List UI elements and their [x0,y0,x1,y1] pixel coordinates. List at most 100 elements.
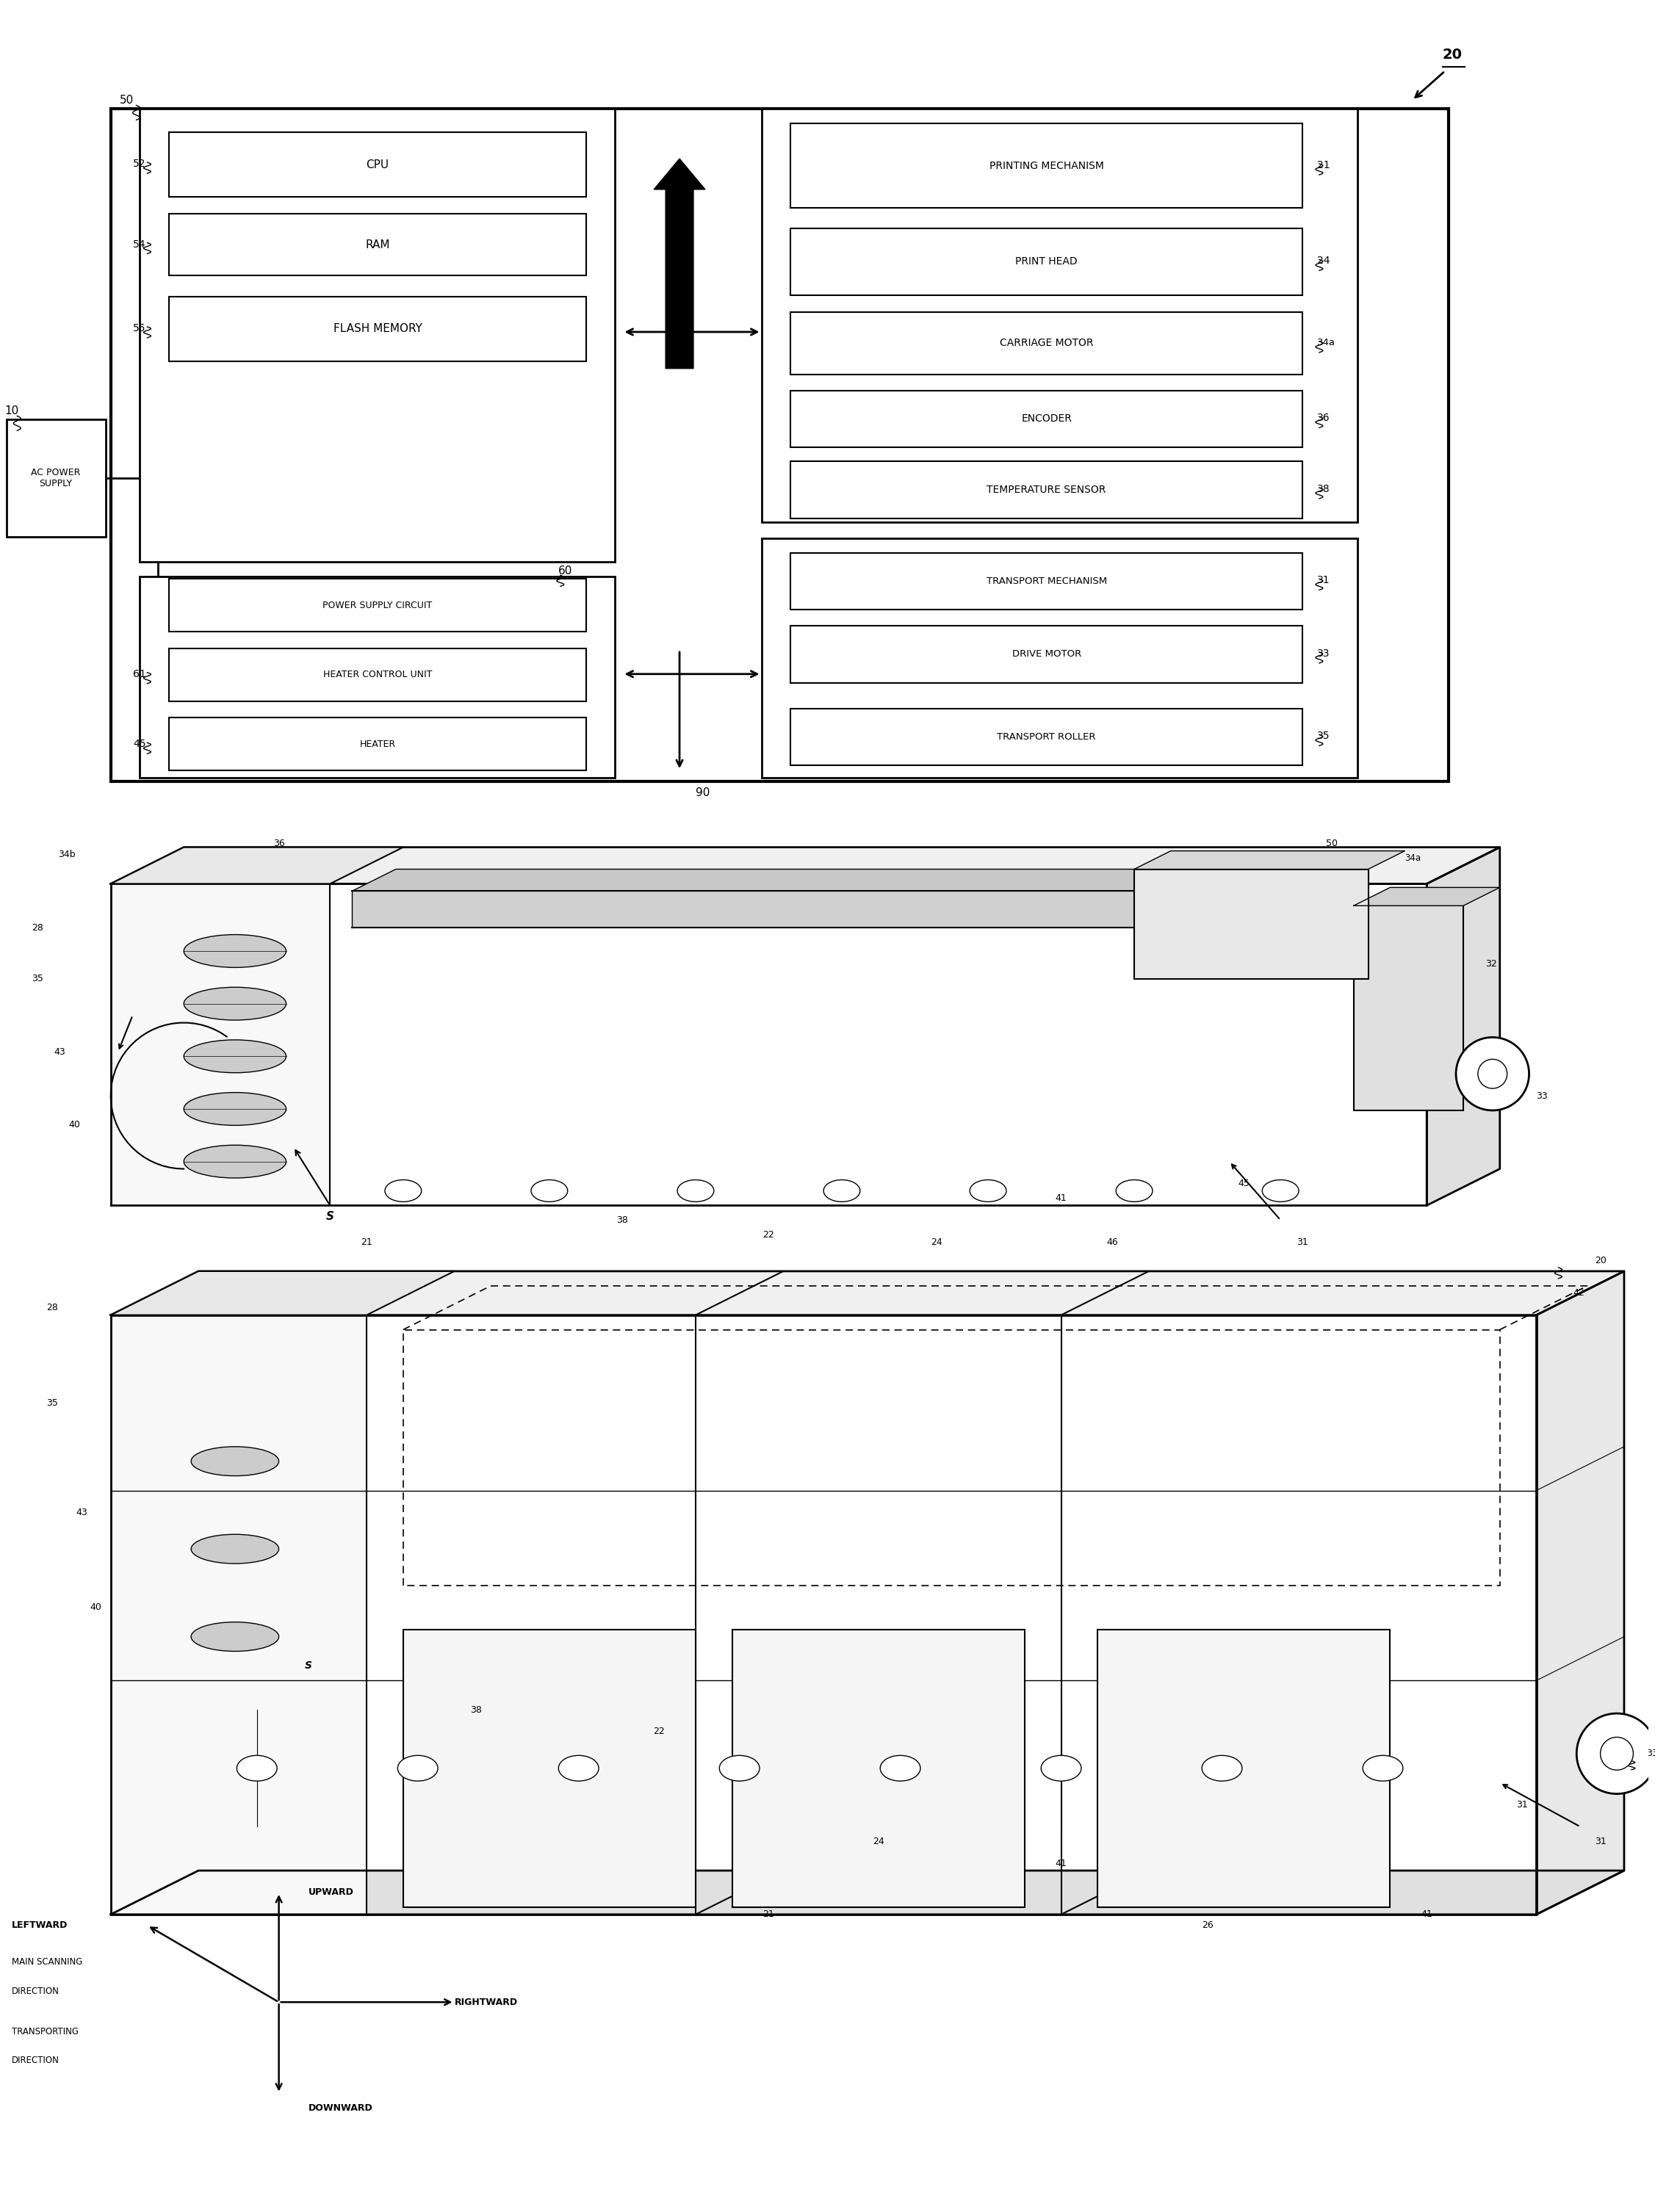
Text: S: S [326,1210,334,1221]
Ellipse shape [1600,1736,1633,1770]
Polygon shape [1354,887,1499,905]
Text: 31: 31 [1317,575,1331,586]
Polygon shape [111,885,1427,1206]
Text: 41: 41 [1422,1909,1433,1920]
Text: 50: 50 [119,95,134,106]
Text: 33: 33 [1536,1091,1547,1102]
Text: 90: 90 [695,787,710,799]
Text: 41: 41 [1056,1192,1067,1203]
Ellipse shape [1202,1756,1243,1781]
Bar [169,296,586,361]
Bar [169,133,586,197]
Text: 24: 24 [932,1237,943,1248]
Text: 40: 40 [68,1119,79,1130]
Ellipse shape [184,936,286,967]
Text: 28: 28 [46,1303,58,1312]
Text: HEATER CONTROL UNIT: HEATER CONTROL UNIT [323,670,432,679]
Text: 43: 43 [53,1046,65,1057]
Text: 31: 31 [1296,1237,1307,1248]
Text: 55: 55 [132,323,146,334]
Bar [141,577,616,779]
Ellipse shape [531,1179,568,1201]
Text: PRINTING MECHANISM: PRINTING MECHANISM [990,161,1104,170]
Text: TRANSPORTING: TRANSPORTING [12,2026,79,2037]
Text: 38: 38 [1317,484,1331,493]
Text: DIRECTION: DIRECTION [12,2055,60,2066]
Ellipse shape [190,1447,278,1475]
Bar [732,1630,1024,1907]
Bar [791,389,1302,447]
Bar [1097,1630,1390,1907]
Text: 32: 32 [1485,960,1496,969]
Bar [761,538,1357,779]
Text: 35: 35 [1317,730,1331,741]
Ellipse shape [184,1040,286,1073]
Text: 50: 50 [1326,838,1337,849]
Ellipse shape [1478,1060,1508,1088]
Polygon shape [111,847,404,885]
Text: DRIVE MOTOR: DRIVE MOTOR [1011,650,1081,659]
Polygon shape [1134,852,1405,869]
Bar [141,108,616,562]
Text: 52: 52 [132,159,146,168]
Polygon shape [111,885,329,1206]
Ellipse shape [558,1756,599,1781]
Bar [791,124,1302,208]
Polygon shape [111,847,1499,885]
Text: 24: 24 [872,1836,884,1847]
Ellipse shape [184,987,286,1020]
Text: 60: 60 [558,566,573,577]
Bar [761,108,1357,522]
Polygon shape [111,1316,367,1913]
Ellipse shape [1577,1714,1655,1794]
Text: 45: 45 [1238,1179,1250,1188]
Text: 54: 54 [132,239,146,250]
Text: TRANSPORT MECHANISM: TRANSPORT MECHANISM [986,577,1107,586]
Text: 10: 10 [5,405,18,416]
Text: 20: 20 [1595,1256,1607,1265]
Text: FLASH MEMORY: FLASH MEMORY [333,323,422,334]
Bar [1354,905,1463,1110]
Text: 24: 24 [1317,257,1331,265]
Text: 21: 21 [1317,159,1331,170]
Bar [791,228,1302,296]
Text: RIGHTWARD: RIGHTWARD [455,1997,518,2006]
Text: 31: 31 [1595,1836,1607,1847]
Polygon shape [111,1316,1536,1913]
Text: TRANSPORT ROLLER: TRANSPORT ROLLER [996,732,1096,741]
Bar [111,108,1448,781]
Text: TEMPERATURE SENSOR: TEMPERATURE SENSOR [986,484,1106,495]
Text: 46: 46 [1107,1237,1119,1248]
Text: HEATER: HEATER [359,739,396,750]
Bar [7,420,106,538]
Text: ENCODER: ENCODER [1021,414,1072,425]
Text: PRINT HEAD: PRINT HEAD [1016,257,1077,268]
Ellipse shape [1456,1037,1529,1110]
Text: 38: 38 [617,1214,629,1225]
Text: UPWARD: UPWARD [308,1887,354,1898]
Text: 33: 33 [1647,1750,1655,1759]
Bar [791,708,1302,765]
Ellipse shape [184,1146,286,1179]
Text: 36: 36 [1317,414,1331,422]
Text: S: S [305,1661,311,1670]
Text: 22: 22 [654,1728,665,1736]
Text: MAIN SCANNING: MAIN SCANNING [12,1958,83,1966]
Polygon shape [1536,1272,1624,1913]
Bar [1134,869,1369,980]
Text: 33: 33 [1317,648,1331,659]
Text: 34b: 34b [58,849,76,858]
Ellipse shape [1041,1756,1081,1781]
Text: 28: 28 [31,922,43,933]
Text: 26: 26 [1202,1920,1213,1931]
Ellipse shape [824,1179,861,1201]
Ellipse shape [880,1756,920,1781]
Ellipse shape [237,1756,276,1781]
Text: CPU: CPU [366,159,389,170]
Polygon shape [111,1871,1624,1913]
Polygon shape [353,869,1251,891]
Text: 42: 42 [1572,1287,1584,1298]
Bar [404,1630,695,1907]
Text: CARRIAGE MOTOR: CARRIAGE MOTOR [1000,338,1094,349]
Text: 35: 35 [31,973,43,984]
